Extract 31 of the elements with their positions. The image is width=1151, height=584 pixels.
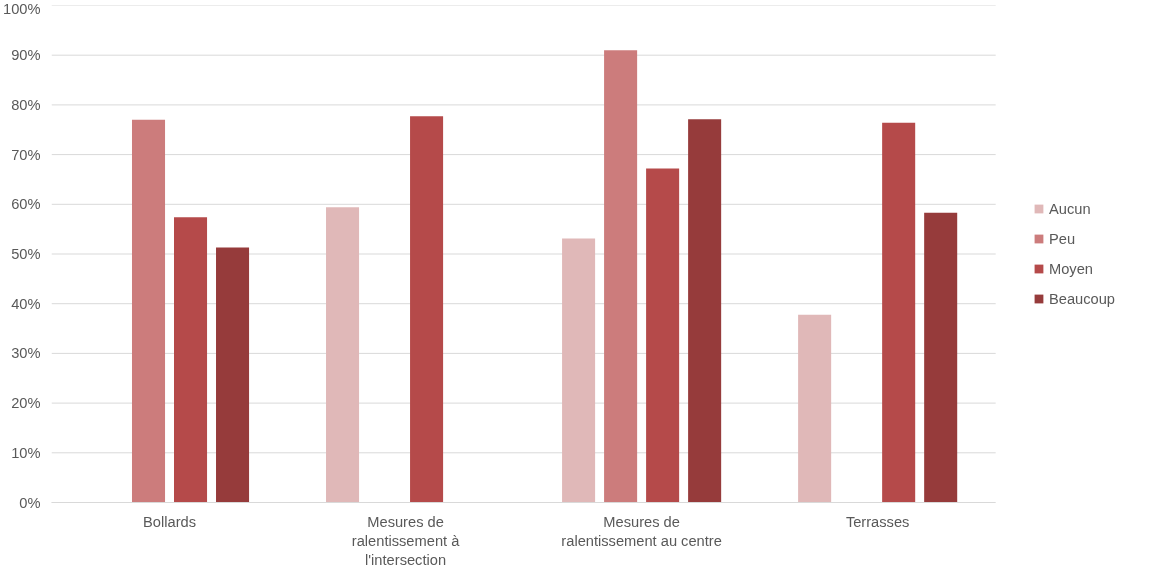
bar — [646, 168, 680, 503]
y-tick-label: 70% — [11, 146, 41, 163]
y-tick-label: 100% — [3, 0, 41, 17]
bar — [326, 207, 360, 503]
y-tick-label: 10% — [11, 444, 41, 461]
y-tick-label: 60% — [11, 196, 41, 213]
y-tick-label: 80% — [11, 96, 41, 113]
bar — [174, 217, 208, 503]
x-tick-label: Bollards — [143, 513, 196, 530]
bar — [924, 212, 958, 503]
legend-label: Aucun — [1048, 200, 1091, 217]
y-tick-label: 20% — [11, 395, 41, 412]
bar — [131, 119, 166, 503]
y-tick-label: 90% — [11, 47, 41, 64]
y-tick-label: 0% — [19, 494, 41, 511]
legend-label: Peu — [1048, 230, 1076, 247]
bar — [216, 247, 250, 503]
x-tick-label: Terrasses — [845, 513, 910, 530]
x-tick-label: Mesures de ralentissement au centre — [561, 513, 722, 549]
y-tick-label: 40% — [11, 295, 41, 312]
bar — [604, 50, 638, 503]
bar — [688, 119, 722, 503]
x-tick-label: Mesures de ralentissement à l'intersection — [351, 513, 461, 568]
legend-label: Moyen — [1048, 260, 1093, 277]
bar — [410, 116, 444, 503]
y-tick-label: 30% — [11, 345, 41, 362]
y-tick-label: 50% — [11, 246, 41, 262]
bar — [798, 314, 832, 503]
bar — [882, 122, 916, 503]
legend-label: Beaucoup — [1048, 290, 1115, 307]
bar — [562, 238, 596, 503]
